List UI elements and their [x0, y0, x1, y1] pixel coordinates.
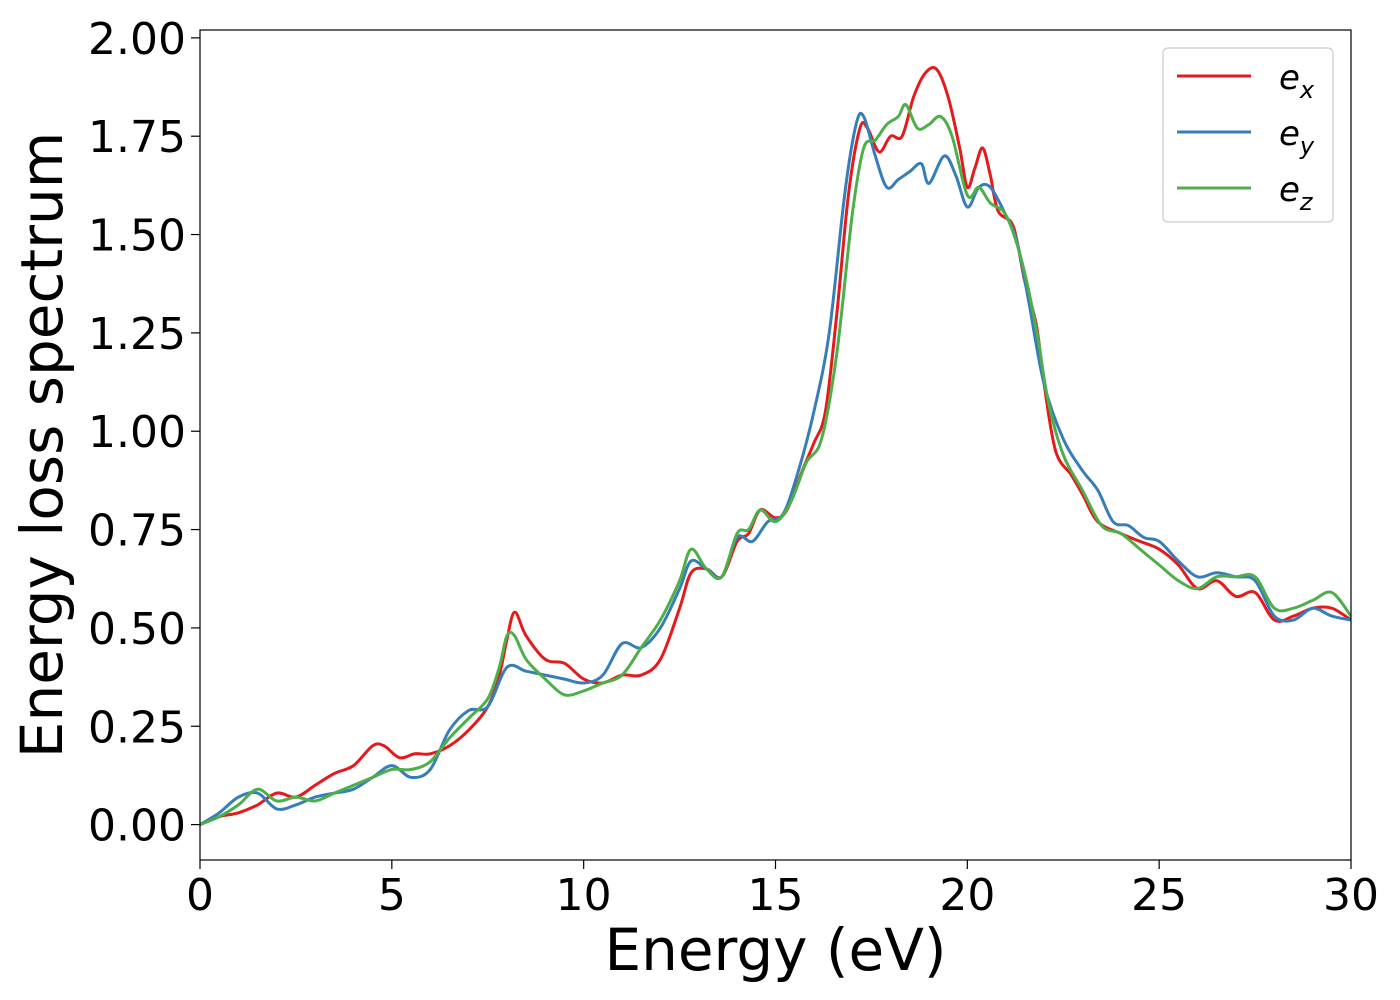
x-tick-label: 30 [1323, 870, 1379, 921]
x-tick-label: 25 [1131, 870, 1187, 921]
y-axis: 0.00 0.25 0.50 0.75 1.00 1.25 1.50 1.75 2.00 [88, 14, 200, 852]
x-tick-label: 15 [748, 870, 804, 921]
y-tick-label: 0.50 [88, 604, 186, 655]
y-tick-label: 0.25 [88, 702, 186, 753]
legend-label: ey [1279, 114, 1315, 160]
legend: ex ey ez [1162, 47, 1334, 223]
x-tick-label: 10 [556, 870, 612, 921]
x-axis: 0 5 10 15 20 25 30 [186, 860, 1379, 921]
y-axis-title: Energy loss spectrum [8, 132, 76, 758]
y-tick-label: 1.75 [88, 112, 186, 163]
series-line-e-y [200, 111, 1351, 827]
legend-label: ez [1279, 170, 1314, 216]
series-line-e-z [200, 103, 1351, 827]
x-tick-label: 5 [378, 870, 406, 921]
y-tick-label: 1.00 [88, 407, 186, 458]
series-layer [200, 66, 1351, 827]
y-tick-label: 1.50 [88, 211, 186, 262]
y-tick-label: 1.25 [88, 309, 186, 360]
legend-label: ex [1279, 58, 1315, 104]
x-tick-label: 20 [939, 870, 995, 921]
y-tick-label: 2.00 [88, 14, 186, 65]
y-tick-label: 0.00 [88, 801, 186, 852]
y-tick-label: 0.75 [88, 506, 186, 557]
legend-box [1162, 47, 1334, 223]
x-axis-title: Energy (eV) [604, 916, 946, 984]
x-tick-label: 0 [186, 870, 214, 921]
